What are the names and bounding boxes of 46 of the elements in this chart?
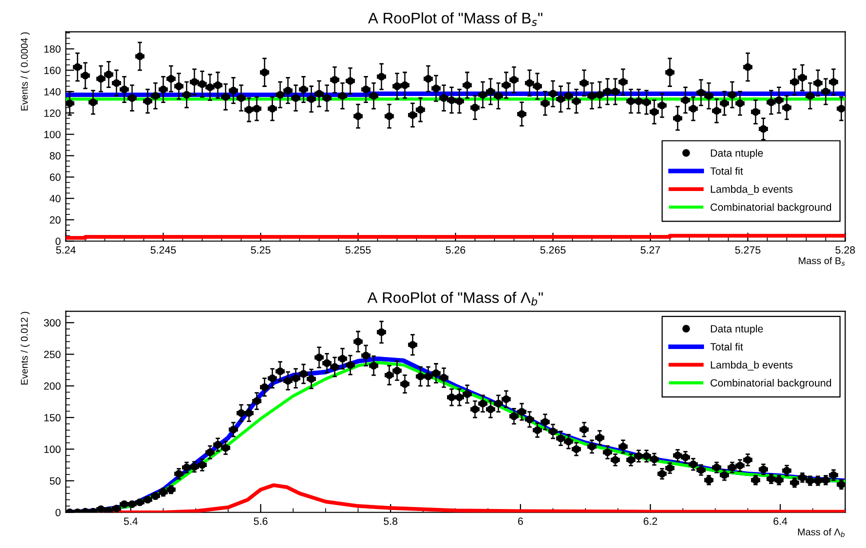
y-tick-label: 180 <box>44 45 61 53</box>
x-tick-label: 5.8 <box>384 518 398 525</box>
x-tick-label: 5.245 <box>150 246 176 254</box>
chart-title: A RooPlot of "Mass of Λ$_{b}$" <box>367 292 543 306</box>
legend-label: Combinatorial background <box>710 203 832 213</box>
legend-label: Combinatorial background <box>710 378 832 389</box>
x-tick-label: 5.255 <box>345 246 371 254</box>
y-tick-label: 40 <box>50 194 61 202</box>
y-tick-label: 160 <box>44 66 61 74</box>
legend-label: Data ntuple <box>710 324 763 335</box>
y-tick-label: 150 <box>44 414 61 422</box>
x-tick-label: 5.275 <box>735 246 760 254</box>
x-tick-label: 5.24 <box>56 246 76 254</box>
legend-label: Total fit <box>710 167 744 175</box>
x-tick-label: 5.27 <box>640 246 660 254</box>
x-tick-label: 5.265 <box>540 246 566 254</box>
x-axis-title: Mass of Λ$_{b}$ <box>798 528 845 538</box>
y-tick-label: 50 <box>50 477 61 485</box>
y-tick-label: 0 <box>56 508 61 516</box>
x-tick-label: 6 <box>518 518 523 525</box>
x-tick-label: 5.6 <box>254 518 268 525</box>
y-tick-label: 250 <box>44 350 61 358</box>
y-tick-label: 20 <box>50 216 61 224</box>
y-axis-title: Events / ( 0.012 ) <box>20 312 30 384</box>
x-tick-label: 5.4 <box>124 518 138 525</box>
legend-label: Lambda_b events <box>710 185 793 195</box>
y-tick-label: 100 <box>44 130 61 138</box>
y-tick-label: 80 <box>50 152 61 160</box>
y-tick-label: 120 <box>44 109 61 117</box>
y-tick-label: 140 <box>44 88 61 96</box>
x-tick-label: 6.4 <box>774 518 788 525</box>
y-tick-label: 60 <box>50 174 61 181</box>
y-tick-label: 0 <box>56 238 61 245</box>
x-tick-label: 5.28 <box>835 246 855 254</box>
legend-label: Total fit <box>710 342 744 350</box>
y-tick-label: 200 <box>44 382 61 390</box>
y-axis-title: Events / ( 0.0004 ) <box>20 32 30 110</box>
legend-label: Lambda_b events <box>710 360 793 371</box>
x-tick-label: 6.2 <box>644 518 658 525</box>
x-tick-label: 5.25 <box>250 246 270 254</box>
legend-label: Data ntuple <box>710 149 763 159</box>
chart-title: A RooPlot of "Mass of B$_{s}$" <box>368 12 542 26</box>
y-tick-label: 300 <box>44 319 61 327</box>
x-axis-title: Mass of B$_{s}$ <box>798 257 845 266</box>
x-tick-label: 5.26 <box>446 246 466 254</box>
y-tick-label: 100 <box>44 446 61 454</box>
